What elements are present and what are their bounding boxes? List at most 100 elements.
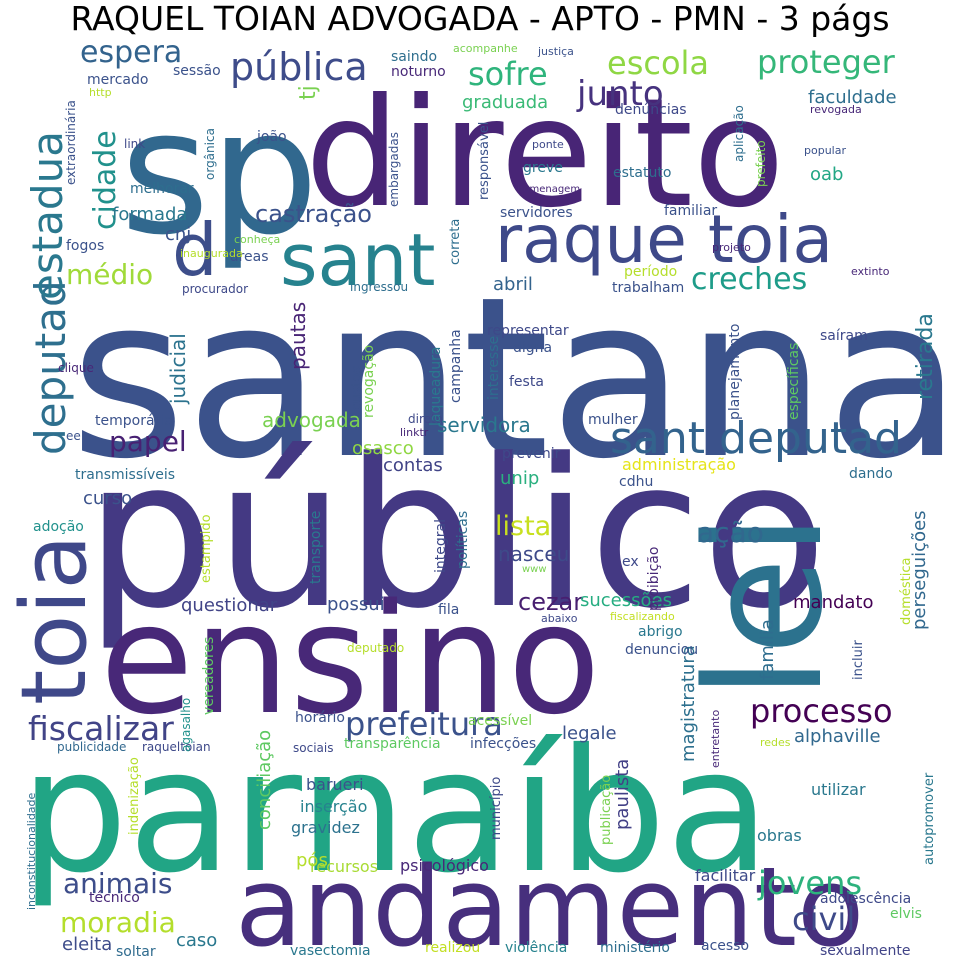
cloud-word: possui [327, 594, 385, 615]
cloud-word: estampido [199, 514, 214, 583]
cloud-word: soltar [116, 944, 156, 960]
cloud-word: legale [562, 723, 617, 744]
cloud-word: prefeitura [345, 705, 503, 743]
cloud-word: escola [607, 44, 709, 82]
cloud-word: técnico [89, 890, 140, 906]
cloud-word: nasceu [498, 542, 569, 566]
cloud-word: publicação [599, 775, 614, 845]
cloud-word: ee [66, 429, 81, 443]
cloud-word: papel [109, 425, 187, 458]
cloud-word: homenagem [517, 184, 580, 195]
cloud-word: proibição [646, 547, 662, 611]
cloud-word: agasalho [179, 698, 193, 752]
cloud-word: custos [349, 366, 365, 411]
cloud-word: violência [505, 940, 567, 956]
cloud-word: lei [671, 513, 858, 700]
cloud-word: advogada [262, 408, 361, 432]
cloud-word: obras [757, 826, 802, 845]
cloud-word: caso [176, 930, 217, 951]
cloud-word: paulista [612, 759, 633, 830]
cloud-word: sucessões [580, 590, 672, 611]
cloud-word: prevenir [502, 446, 561, 462]
cloud-word: inserção [300, 797, 367, 816]
cloud-word: http [89, 86, 112, 99]
cloud-word: extraordinária [64, 100, 78, 185]
cloud-word: animais [63, 867, 172, 900]
cloud-word: castração [255, 200, 372, 228]
cloud-word: específicas [786, 343, 802, 420]
cloud-word: ministério [600, 940, 670, 956]
cloud-word: saindo [391, 49, 437, 65]
cloud-word: osasco [352, 438, 414, 459]
cloud-word: redes [760, 736, 791, 749]
cloud-word: cdhu [619, 474, 653, 490]
cloud-word: estatuto [613, 165, 671, 181]
cloud-word: ingressou [350, 280, 408, 294]
cloud-word: extinto [851, 265, 890, 278]
cloud-word: projeto [712, 241, 751, 254]
cloud-word: público [85, 416, 827, 654]
cloud-word: eleita [62, 934, 112, 955]
cloud-word: representar [487, 323, 569, 339]
cloud-word: parnaíba [20, 713, 770, 911]
cloud-word: acessível [468, 713, 532, 729]
cloud-word: saíram [820, 328, 868, 344]
cloud-word: temporária [95, 413, 173, 429]
cloud-word: fogos [66, 238, 104, 254]
cloud-word: mulher [588, 412, 638, 428]
cloud-word: proteger [757, 43, 896, 81]
cloud-word: mercado [87, 72, 148, 88]
cloud-word: planejamento [727, 324, 743, 421]
cloud-word: trabalham [612, 280, 684, 296]
cloud-word: sociais [293, 741, 333, 755]
cloud-word: pautas [286, 302, 310, 370]
cloud-word: pública [230, 45, 368, 89]
cloud-word: oab [810, 164, 843, 185]
cloud-word: sessão [173, 63, 221, 79]
cloud-word: sp [120, 72, 319, 273]
cloud-word: abril [493, 274, 533, 295]
cloud-word: realizou [425, 940, 480, 956]
cloud-word: graduada [462, 92, 548, 113]
cloud-word: digna [513, 340, 552, 356]
cloud-word: prefeito [754, 140, 768, 187]
cloud-word: embargadas [387, 132, 401, 207]
cloud-word: raqueltoian [142, 740, 211, 754]
cloud-word: adolescência [820, 891, 911, 907]
cloud-word: curso [83, 488, 132, 509]
cloud-word: campanha [448, 329, 464, 403]
cloud-word: revogação [361, 345, 377, 418]
cloud-word: civil [792, 900, 855, 938]
cloud-word: justiça [537, 45, 574, 58]
cloud-word: magistratura [678, 645, 699, 762]
cloud-word: deputad [26, 280, 75, 455]
cloud-word: horário [295, 710, 345, 726]
cloud-word: cnj [165, 224, 191, 245]
cloud-word: correta [448, 219, 463, 265]
cloud-word: autopromover [922, 772, 937, 865]
cloud-word: ponte [532, 138, 564, 151]
cloud-word: dando [849, 466, 893, 482]
cloud-word: período [624, 264, 677, 280]
cloud-word: denunciou [625, 642, 698, 658]
cloud-word: faculdade [808, 87, 897, 108]
cloud-word: ação [697, 516, 764, 549]
cloud-word: sant [280, 218, 436, 302]
cloud-word: cidade [88, 130, 123, 230]
cloud-word: áreas [230, 249, 269, 265]
cloud-word: servidores [500, 205, 573, 221]
cloud-word: d [172, 208, 218, 292]
cloud-word: família [757, 619, 778, 680]
cloud-word: procurador [182, 282, 248, 296]
cloud-word: pós [296, 850, 328, 871]
cloud-word: conciliação [254, 730, 275, 830]
cloud-word: questionar [181, 595, 278, 616]
cloud-word: publicidade [57, 740, 126, 754]
cloud-word: sexualmente [820, 943, 911, 959]
cloud-word: cezar [518, 588, 583, 616]
cloud-word: toia [2, 534, 107, 705]
cloud-word: responsável [477, 122, 492, 200]
cloud-word: melhorar [130, 181, 194, 197]
cloud-word: ex [622, 554, 639, 570]
cloud-word: www [522, 564, 547, 575]
